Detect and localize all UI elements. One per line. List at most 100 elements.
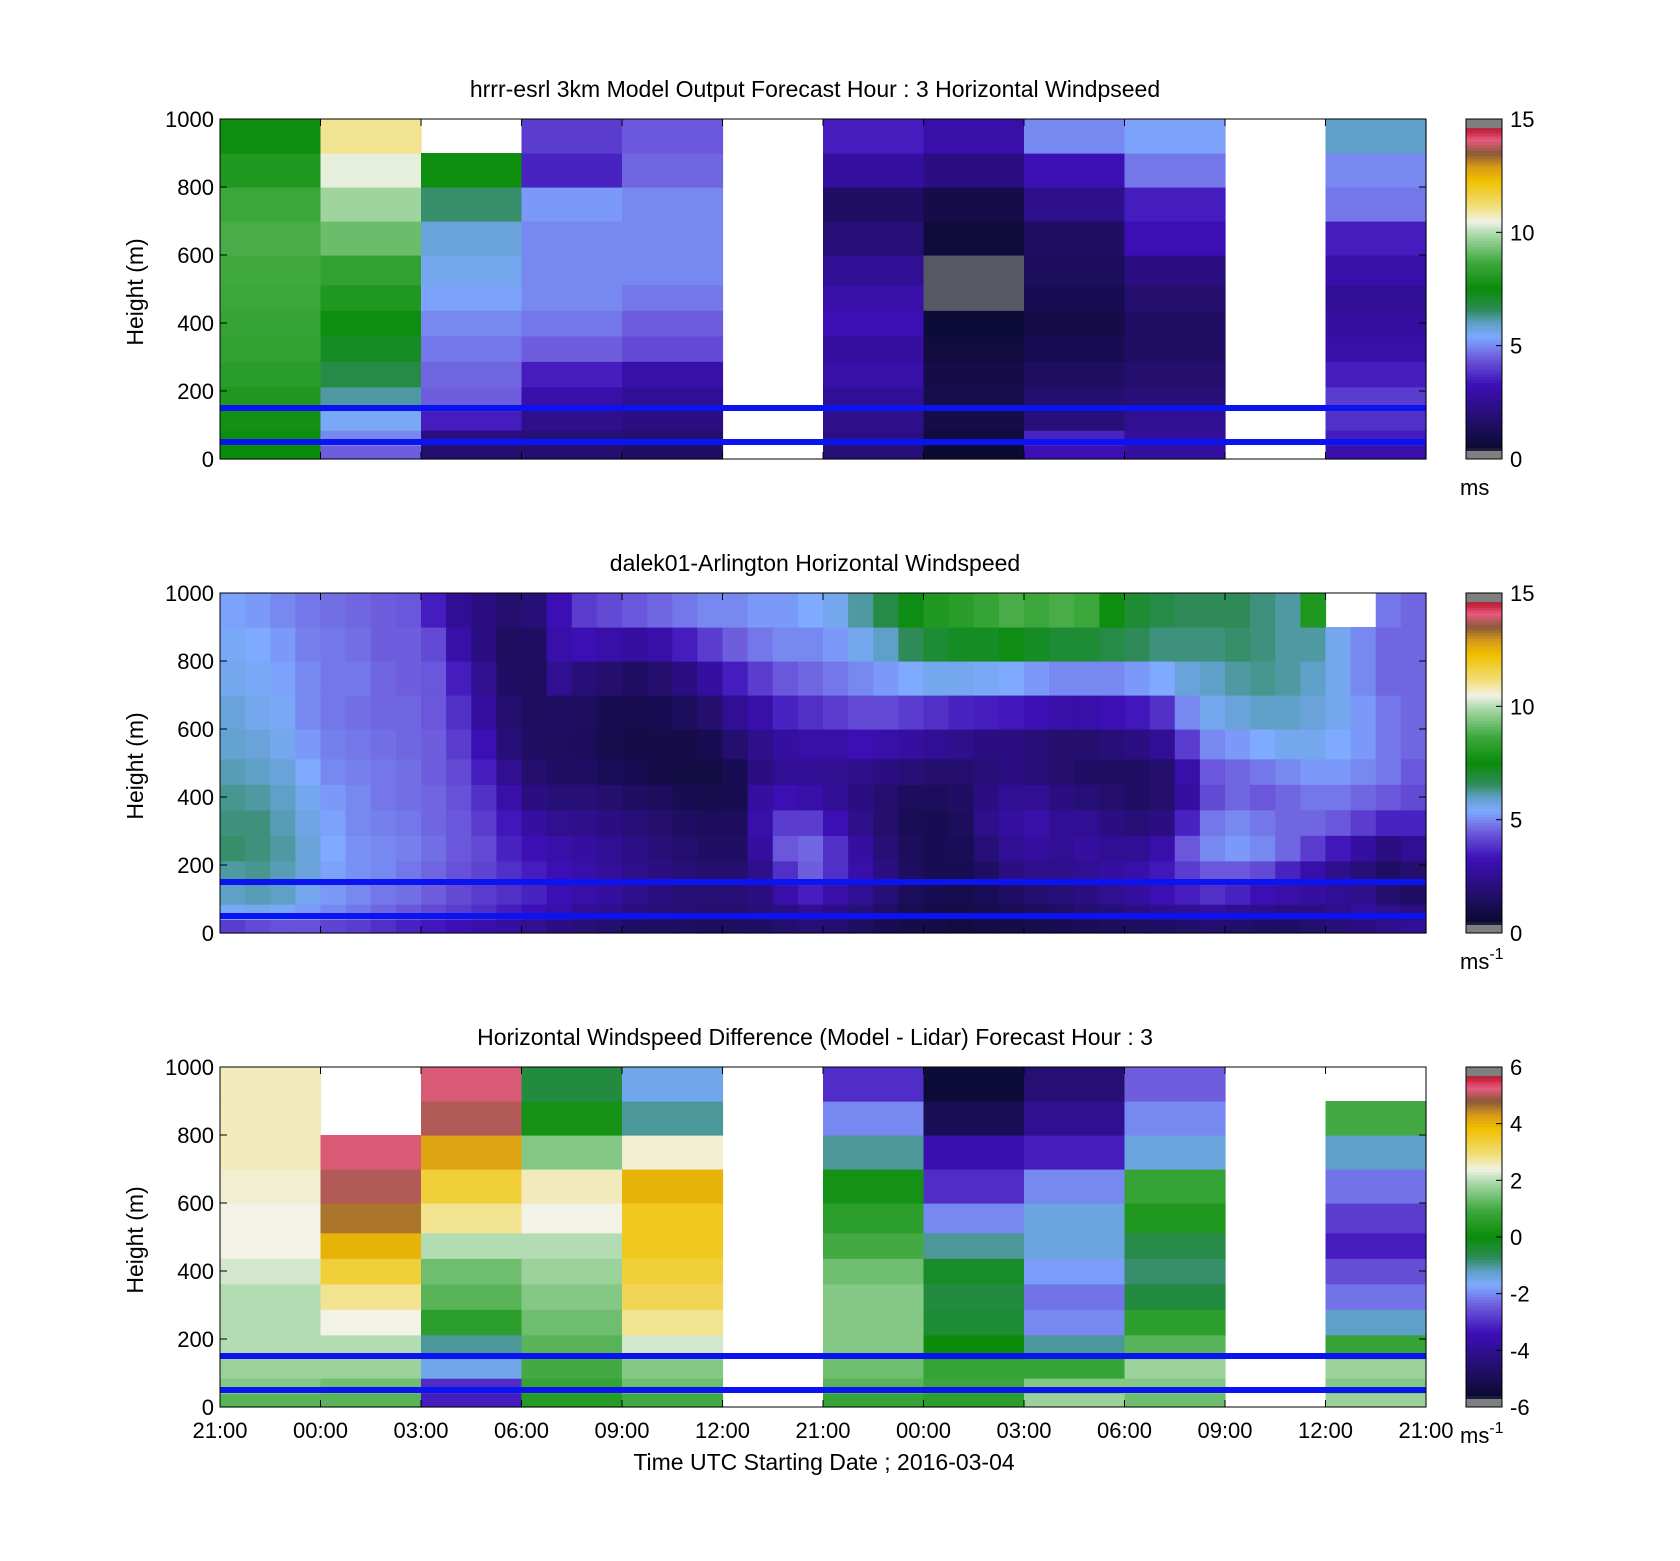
heatmap-cell <box>521 1393 623 1408</box>
heatmap-cell <box>747 661 774 696</box>
colorbar-swatch <box>1466 635 1502 639</box>
heatmap-cell <box>1024 695 1050 730</box>
heatmap-cell <box>270 627 296 662</box>
heatmap-cell <box>220 221 322 256</box>
heatmap-cell <box>421 221 523 256</box>
heatmap-cell <box>421 1393 523 1408</box>
heatmap-cell <box>1124 1203 1226 1234</box>
heatmap-cell <box>722 784 749 811</box>
colorbar-swatch <box>1466 768 1502 772</box>
heatmap-cell <box>421 1358 523 1379</box>
heatmap-cell <box>1024 310 1126 337</box>
heatmap-cell <box>622 758 648 785</box>
heatmap-cell <box>823 1169 925 1204</box>
heatmap-cell <box>923 445 1025 460</box>
heatmap-cell <box>1074 919 1100 934</box>
heatmap-cell <box>1199 593 1226 628</box>
colorbar-swatch <box>1466 697 1502 702</box>
heatmap-cell <box>647 661 673 696</box>
heatmap-cell <box>220 1358 322 1379</box>
heatmap-cell <box>245 835 271 862</box>
heatmap-cell <box>421 1067 523 1102</box>
colorbar-swatch <box>1466 229 1502 233</box>
heatmap-cell <box>923 1203 1025 1234</box>
heatmap-cell <box>421 1169 523 1204</box>
heatmap-cell <box>647 919 673 934</box>
heatmap-cell <box>345 661 372 696</box>
colorbar-swatch <box>1466 223 1502 228</box>
heatmap-cell <box>1300 593 1327 628</box>
heatmap-cell <box>823 835 849 862</box>
colorbar-swatch <box>1466 419 1502 423</box>
heatmap-cell <box>772 919 799 934</box>
heatmap-cell <box>245 758 271 785</box>
heatmap-cell <box>220 729 246 760</box>
colorbar-swatch <box>1466 1316 1502 1320</box>
heatmap-cell <box>295 661 322 696</box>
colorbar-swatch <box>1466 172 1502 177</box>
heatmap-cell <box>948 695 975 730</box>
heatmap-cell <box>772 729 799 760</box>
colorbar-swatch <box>1466 644 1502 648</box>
colorbar-swatch <box>1466 1069 1502 1074</box>
heatmap-cell <box>471 627 497 662</box>
heatmap-cell <box>1024 1101 1126 1136</box>
heatmap-cell <box>722 758 749 785</box>
heatmap-cell <box>672 661 698 696</box>
heatmap-cell <box>923 627 950 662</box>
heatmap-cell <box>1375 809 1402 836</box>
heatmap-cell <box>823 187 925 222</box>
colorbar-swatch <box>1466 439 1502 443</box>
heatmap-cell <box>923 593 950 628</box>
heatmap-cell <box>521 445 623 460</box>
colorbar-swatch <box>1466 218 1502 222</box>
colorbar-swatch <box>1466 1220 1502 1224</box>
colorbar-swatch <box>1466 601 1502 605</box>
colorbar-swatch <box>1466 368 1502 372</box>
heatmap-cell <box>571 758 598 785</box>
heatmap-cell <box>622 445 724 460</box>
heatmap-cell <box>1149 661 1176 696</box>
heatmap-cell <box>521 1135 623 1170</box>
colorbar-swatch <box>1466 263 1502 267</box>
colorbar-frame <box>1465 118 1503 460</box>
heatmap-cell <box>496 627 523 662</box>
heatmap-cell <box>898 784 925 811</box>
heatmap-cell <box>421 284 523 311</box>
colorbar-swatch <box>1466 348 1502 352</box>
heatmap-cell <box>270 695 296 730</box>
heatmap-cell <box>998 784 1025 811</box>
heatmap-cell <box>395 784 422 811</box>
heatmap-cell <box>521 593 548 628</box>
heatmap-cell <box>421 1258 523 1285</box>
colorbar-swatch <box>1466 655 1502 659</box>
y-axis-label: Height (m) <box>122 238 148 345</box>
y-tick-label: 0 <box>202 1395 214 1420</box>
heatmap-cell <box>1024 255 1126 286</box>
heatmap-cell <box>1300 758 1327 785</box>
heatmap-cell <box>320 593 347 628</box>
heatmap-cell <box>998 729 1025 760</box>
heatmap-cell <box>1124 729 1151 760</box>
colorbar-swatch <box>1466 1140 1502 1144</box>
heatmap-cell <box>747 695 774 730</box>
colorbar-swatch <box>1466 1180 1502 1184</box>
heatmap-cell <box>898 627 925 662</box>
y-tick-label: 200 <box>177 379 214 404</box>
colorbar-tick-label: 0 <box>1510 921 1522 946</box>
heatmap-cell <box>873 784 899 811</box>
heatmap-cell <box>797 784 824 811</box>
colorbar-swatch <box>1466 357 1502 361</box>
colorbar-swatch <box>1466 819 1502 823</box>
colorbar-swatch <box>1466 822 1502 826</box>
heatmap-cell <box>797 627 824 662</box>
colorbar-swatch <box>1466 331 1502 335</box>
colorbar-swatch <box>1466 848 1502 852</box>
heatmap-cell <box>1225 809 1251 836</box>
colorbar-swatch <box>1466 206 1502 211</box>
colorbar-swatch <box>1466 836 1502 840</box>
colorbar-swatch <box>1466 751 1502 755</box>
colorbar-swatch <box>1466 255 1502 259</box>
heatmap-cell <box>1325 361 1427 388</box>
